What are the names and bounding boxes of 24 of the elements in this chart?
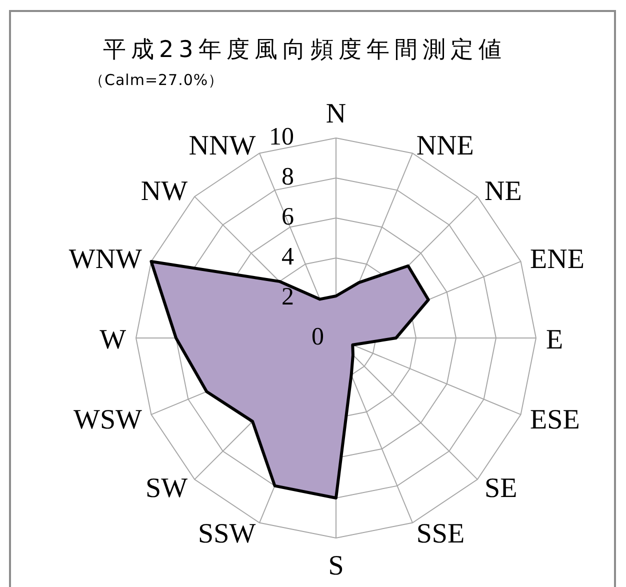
y-tick-label: 8 xyxy=(282,164,294,191)
chart-title: 平成23年度風向頻度年間測定値 xyxy=(103,36,506,65)
spoke-label: SSW xyxy=(198,518,256,550)
spoke-label: SW xyxy=(146,472,188,504)
spoke-label: ESE xyxy=(530,404,580,436)
spoke-label: S xyxy=(328,550,344,582)
y-tick-label: 6 xyxy=(282,204,294,231)
spoke-label: NW xyxy=(140,176,188,207)
spoke-label: NNE xyxy=(416,130,474,162)
spoke-label: WSW xyxy=(74,404,143,436)
y-tick-label: 2 xyxy=(282,284,294,311)
spoke-label: WNW xyxy=(68,244,143,275)
spoke-label: SSE xyxy=(416,518,465,550)
y-tick-label: 4 xyxy=(282,244,294,271)
y-tick-label: 0 xyxy=(312,324,324,351)
spoke-label: ENE xyxy=(530,244,584,275)
spoke-label: NNW xyxy=(188,130,256,162)
spoke-label: SE xyxy=(484,472,518,504)
spoke-label: NE xyxy=(484,176,522,207)
chart-subtitle: （Calm=27.0%） xyxy=(89,71,224,89)
spoke-label: W xyxy=(100,324,127,356)
y-tick-label: 10 xyxy=(269,124,294,151)
spoke-label: E xyxy=(546,324,564,356)
spoke-label: N xyxy=(326,98,346,130)
